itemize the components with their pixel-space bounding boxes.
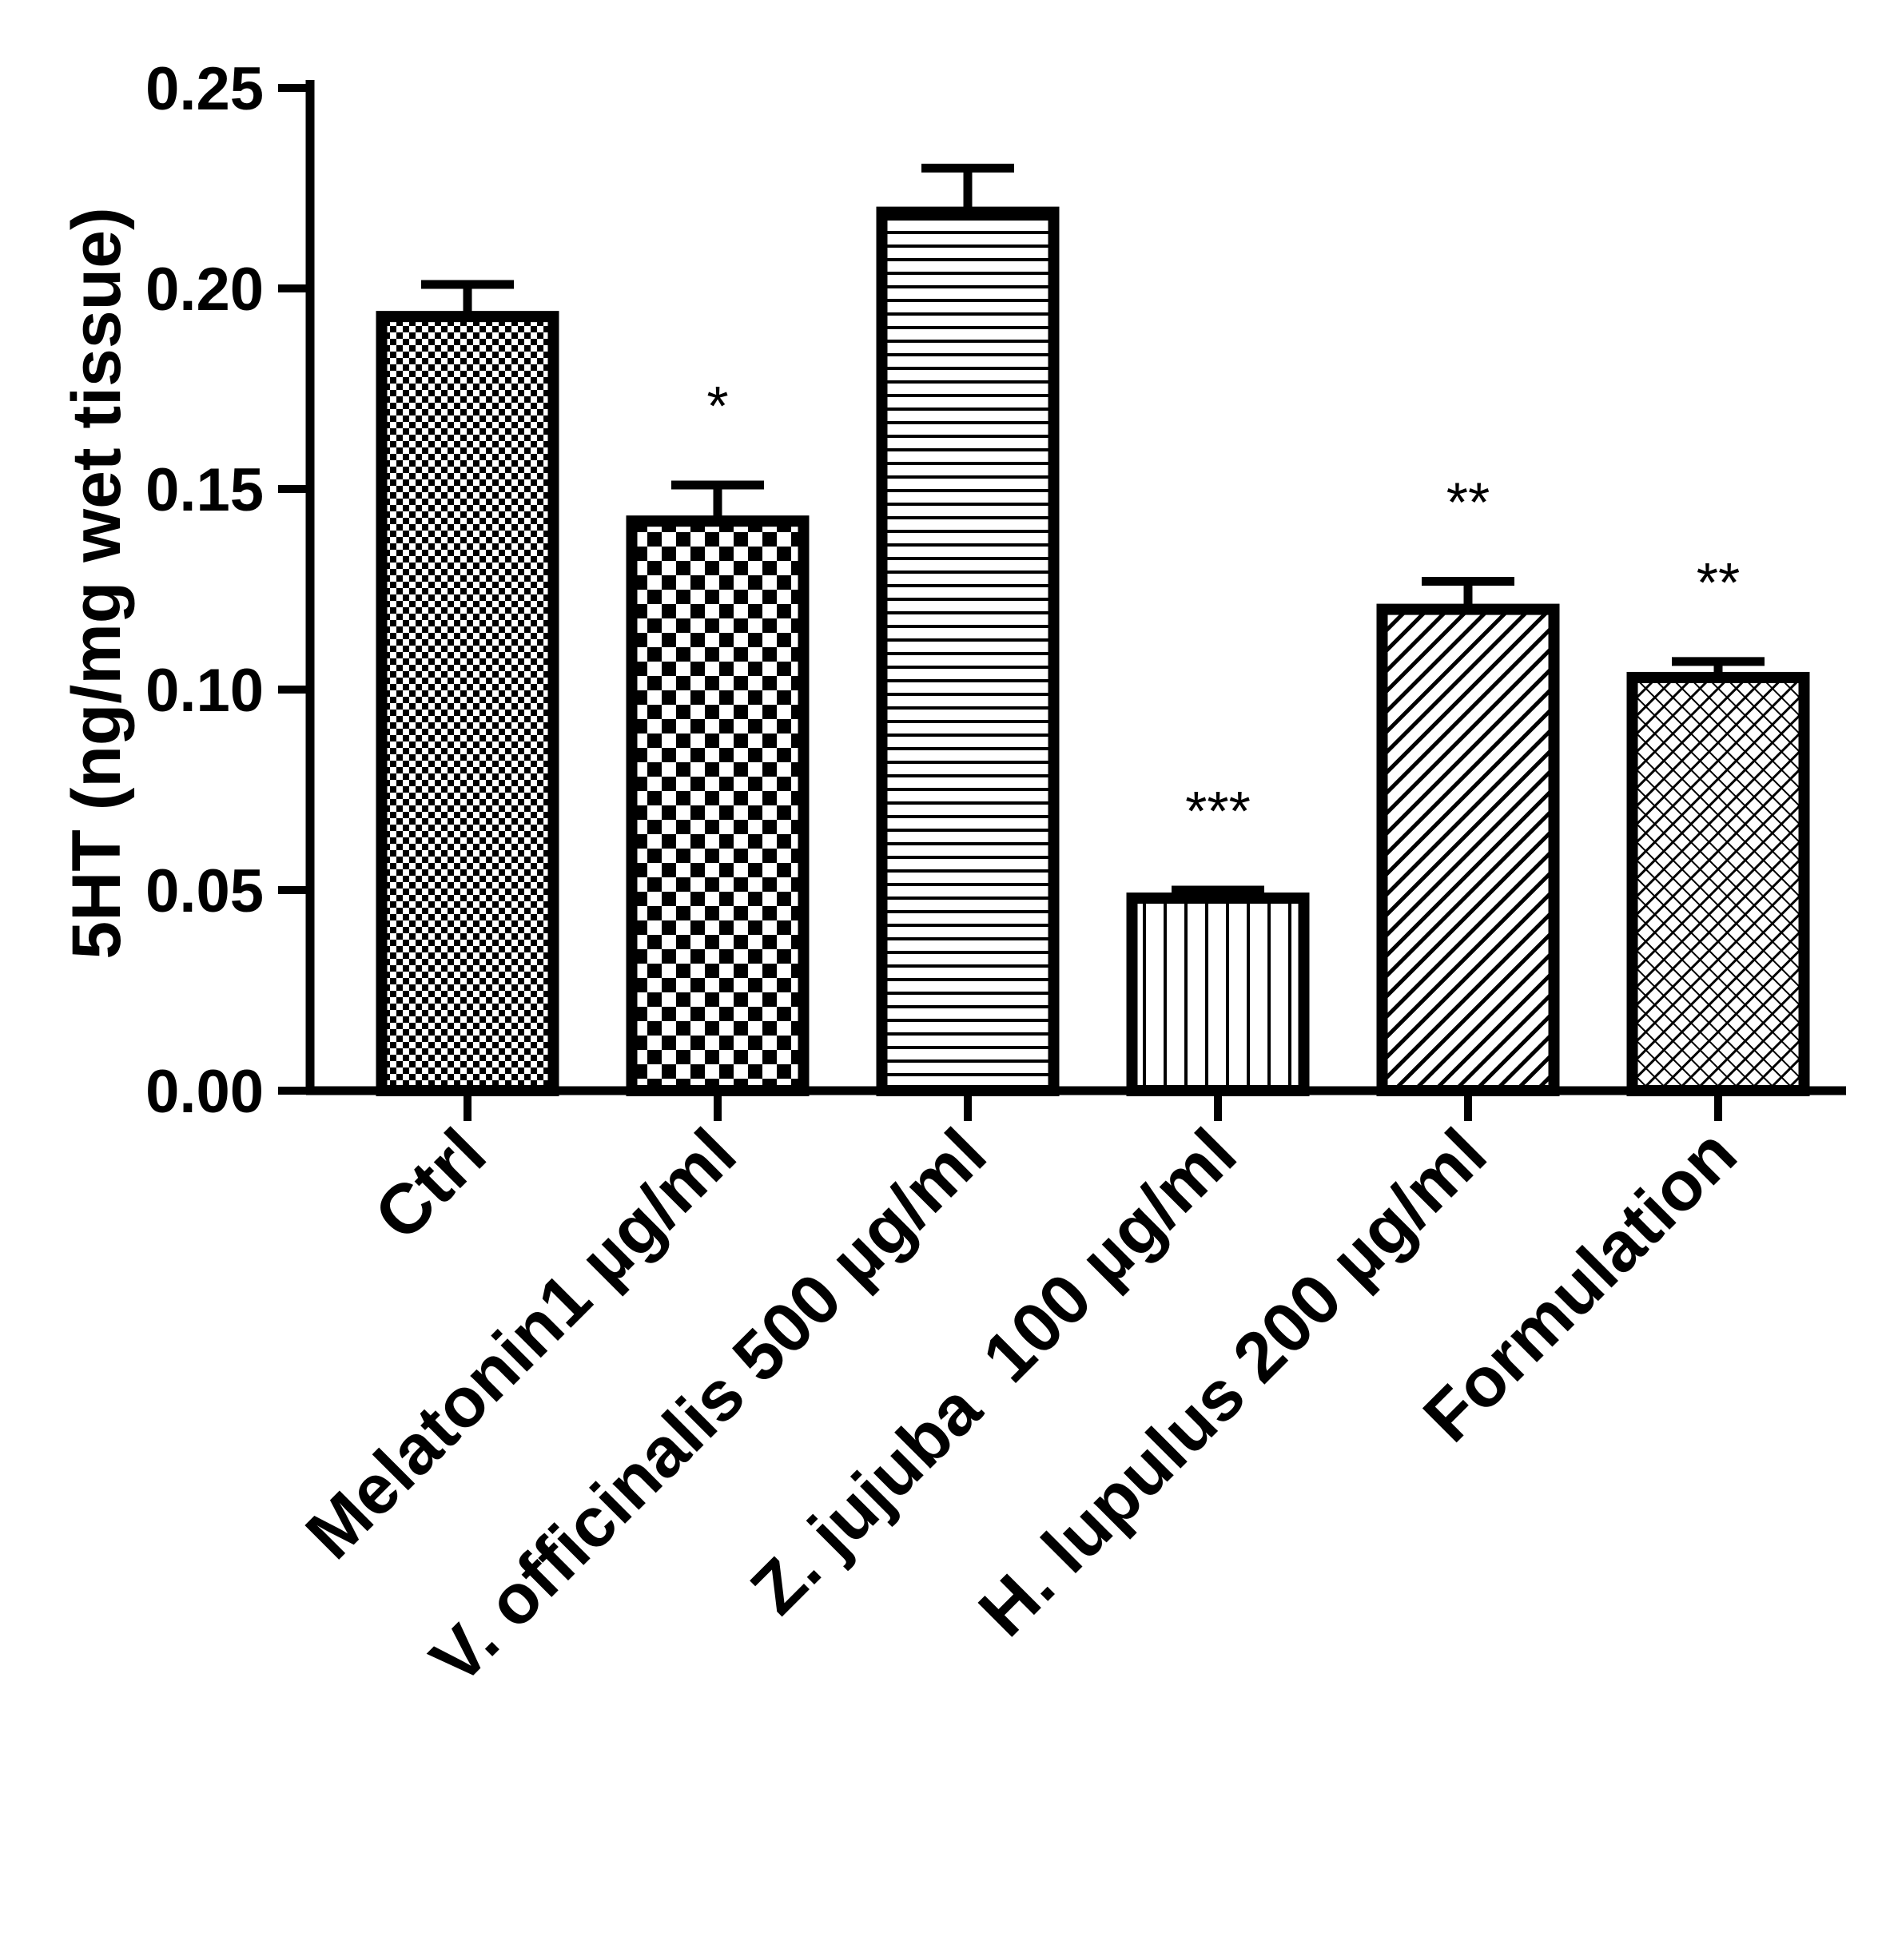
- significance-marker: *: [706, 375, 728, 437]
- y-axis-label: 5HT (ng/mg wet tissue): [58, 207, 135, 959]
- y-tick-label: 0.00: [145, 1058, 264, 1126]
- y-tick-label: 0.25: [145, 55, 264, 123]
- x-tick-label: H. lupulus 200 µg/ml: [964, 1113, 1502, 1651]
- x-tick-label: Z. jujuba 100 µg/ml: [735, 1113, 1251, 1628]
- x-tick-label: Ctrl: [359, 1113, 500, 1254]
- bar: [876, 206, 1060, 1096]
- y-tick-label: 0.15: [145, 456, 264, 524]
- bars-layer: [376, 163, 1810, 1097]
- y-axis-label-group: 5HT (ng/mg wet tissue): [58, 207, 135, 959]
- y-tick-label: 0.20: [145, 256, 264, 324]
- significance-marker: **: [1697, 551, 1740, 614]
- bar: [1126, 893, 1310, 1097]
- y-tick-label: 0.10: [145, 657, 264, 725]
- x-tick-label: Melatonin1 µg/ml: [290, 1113, 750, 1573]
- bar: [626, 515, 810, 1096]
- bar: [1376, 603, 1560, 1096]
- bar: [376, 311, 559, 1096]
- y-tick-label: 0.05: [145, 857, 264, 925]
- bar: [1626, 671, 1810, 1096]
- axes-layer: [278, 80, 1846, 1121]
- significance-marker: ***: [1185, 780, 1251, 842]
- significance-marker: **: [1446, 471, 1490, 533]
